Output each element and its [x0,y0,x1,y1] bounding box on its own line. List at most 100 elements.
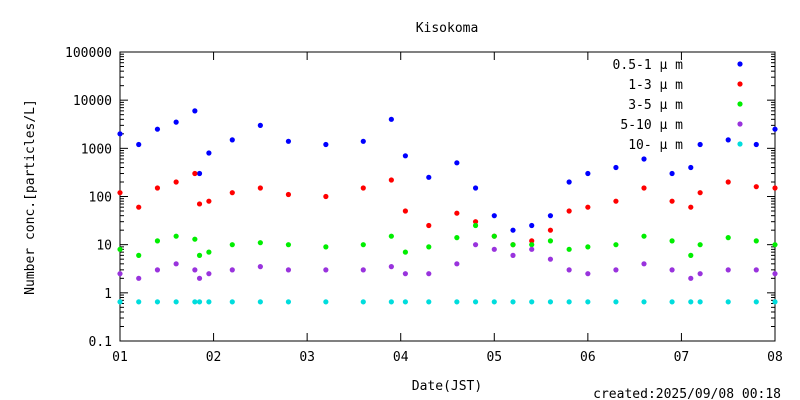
data-point [753,184,759,190]
data-point [688,252,694,258]
y-tick-label: 100000 [65,46,112,61]
data-point [669,267,675,273]
data-point [426,271,432,277]
legend-marker [737,81,743,87]
data-point [136,141,142,148]
data-point [725,235,731,241]
legend-label: 3-5 μ m [628,98,683,113]
data-point [206,271,212,277]
series-points [117,222,778,258]
data-point [613,267,619,273]
data-point [257,299,263,305]
data-point [669,198,675,204]
data-point [585,299,591,305]
y-axis: 0.1 1 10 100 1000 10000 100000 [65,46,775,350]
data-point [402,271,408,277]
data-point [566,299,572,305]
data-point [454,261,460,267]
data-point [426,299,432,305]
data-point [229,242,235,248]
data-point [117,131,123,137]
data-point [192,108,198,114]
data-point [388,264,394,270]
data-point [192,170,198,177]
legend-label: 1-3 μ m [628,78,683,93]
data-point [388,233,394,239]
data-point [285,267,292,273]
data-point [426,222,432,229]
data-point [117,299,123,305]
series-points [117,170,778,248]
data-point [402,153,408,159]
data-point [285,191,292,198]
legend: 0.5-1 μ m 1-3 μ m 3-5 μ m 5-10 μ m 10- μ m [613,58,743,153]
data-points [117,108,778,305]
data-point [613,299,619,305]
data-point [117,246,123,252]
data-point [154,238,161,244]
data-point [323,141,329,148]
data-point [388,177,394,183]
data-point [566,179,572,185]
x-tick-label: 03 [299,350,315,365]
data-point [136,204,142,210]
data-point [285,242,292,248]
data-point [229,137,235,143]
data-point [491,299,497,305]
data-point [547,299,554,305]
data-point [697,271,703,277]
data-point [510,299,516,305]
data-point [136,252,142,258]
y-tick-label: 100 [89,191,112,206]
data-point [196,299,203,305]
data-point [192,236,198,242]
data-point [547,238,554,244]
data-point [360,242,366,248]
x-axis-label: Date(JST) [412,379,482,394]
data-point [323,267,329,273]
data-point [585,204,591,210]
y-axis-label: Number conc.[particles/L] [23,99,38,295]
data-point [323,193,329,200]
data-point [196,252,203,258]
series-points [117,242,778,281]
x-tick-label: 07 [674,350,690,365]
data-point [491,246,497,252]
data-point [206,299,212,305]
data-point [454,299,460,305]
data-point [206,198,212,204]
data-point [547,213,554,219]
series-points [117,299,778,305]
data-point [697,242,703,248]
data-point [772,242,778,248]
data-point [529,238,535,244]
plot-frame [119,51,776,342]
data-point [173,299,179,305]
data-point [510,252,516,258]
data-point [688,204,694,210]
data-point [772,185,778,191]
data-point [725,179,731,185]
data-point [753,267,759,273]
data-point [529,222,535,229]
data-point [229,299,235,305]
data-point [753,238,759,244]
data-point [454,160,460,166]
data-point [491,213,497,219]
data-point [192,299,198,305]
data-point [669,170,675,177]
created-timestamp: created:2025/09/08 00:18 [593,387,781,400]
data-point [697,141,703,148]
data-point [772,126,778,132]
y-tick-label: 0.1 [89,335,112,350]
chart-title: Kisokoma [416,21,479,36]
data-point [472,219,479,225]
x-tick-label: 06 [580,350,596,365]
data-point [753,141,759,148]
data-point [360,299,366,305]
data-point [725,299,731,305]
data-point [641,156,647,162]
data-point [136,299,142,305]
data-point [388,116,394,122]
data-point [402,299,408,305]
